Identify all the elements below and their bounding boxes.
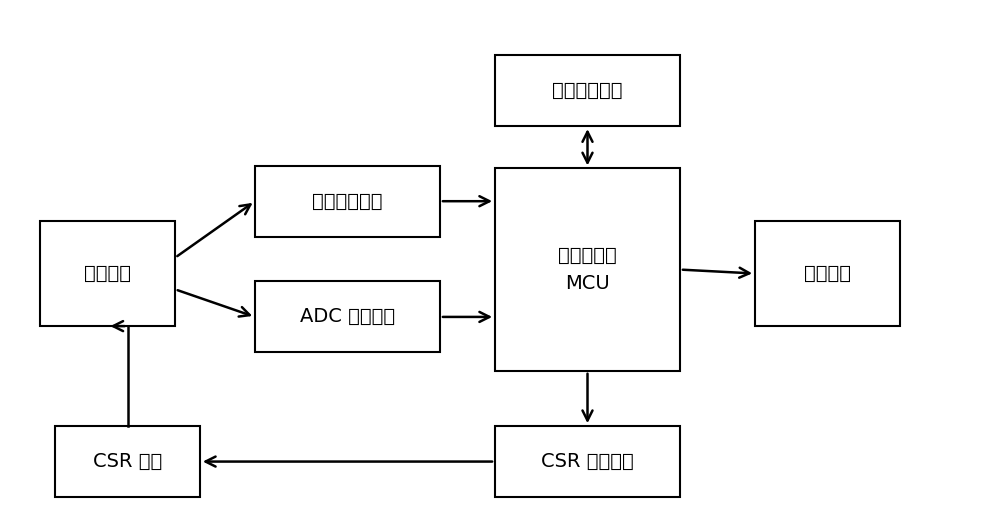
Bar — [40, 221, 175, 326]
Bar — [495, 55, 680, 126]
Text: CSR 阵列: CSR 阵列 — [93, 452, 162, 471]
Text: 报警处理电路: 报警处理电路 — [552, 81, 623, 100]
Text: ADC 转换电路: ADC 转换电路 — [300, 307, 395, 327]
Text: 信号处理电路: 信号处理电路 — [312, 191, 383, 211]
Text: CSR 触发电路: CSR 触发电路 — [541, 452, 634, 471]
Bar — [495, 168, 680, 371]
Text: 微控制单元
MCU: 微控制单元 MCU — [558, 246, 617, 293]
Text: 采样电路: 采样电路 — [84, 264, 131, 283]
Bar — [255, 166, 440, 237]
Bar — [495, 426, 680, 497]
Bar — [55, 426, 200, 497]
Text: 显示电路: 显示电路 — [804, 264, 851, 283]
Bar — [255, 281, 440, 352]
Bar — [755, 221, 900, 326]
